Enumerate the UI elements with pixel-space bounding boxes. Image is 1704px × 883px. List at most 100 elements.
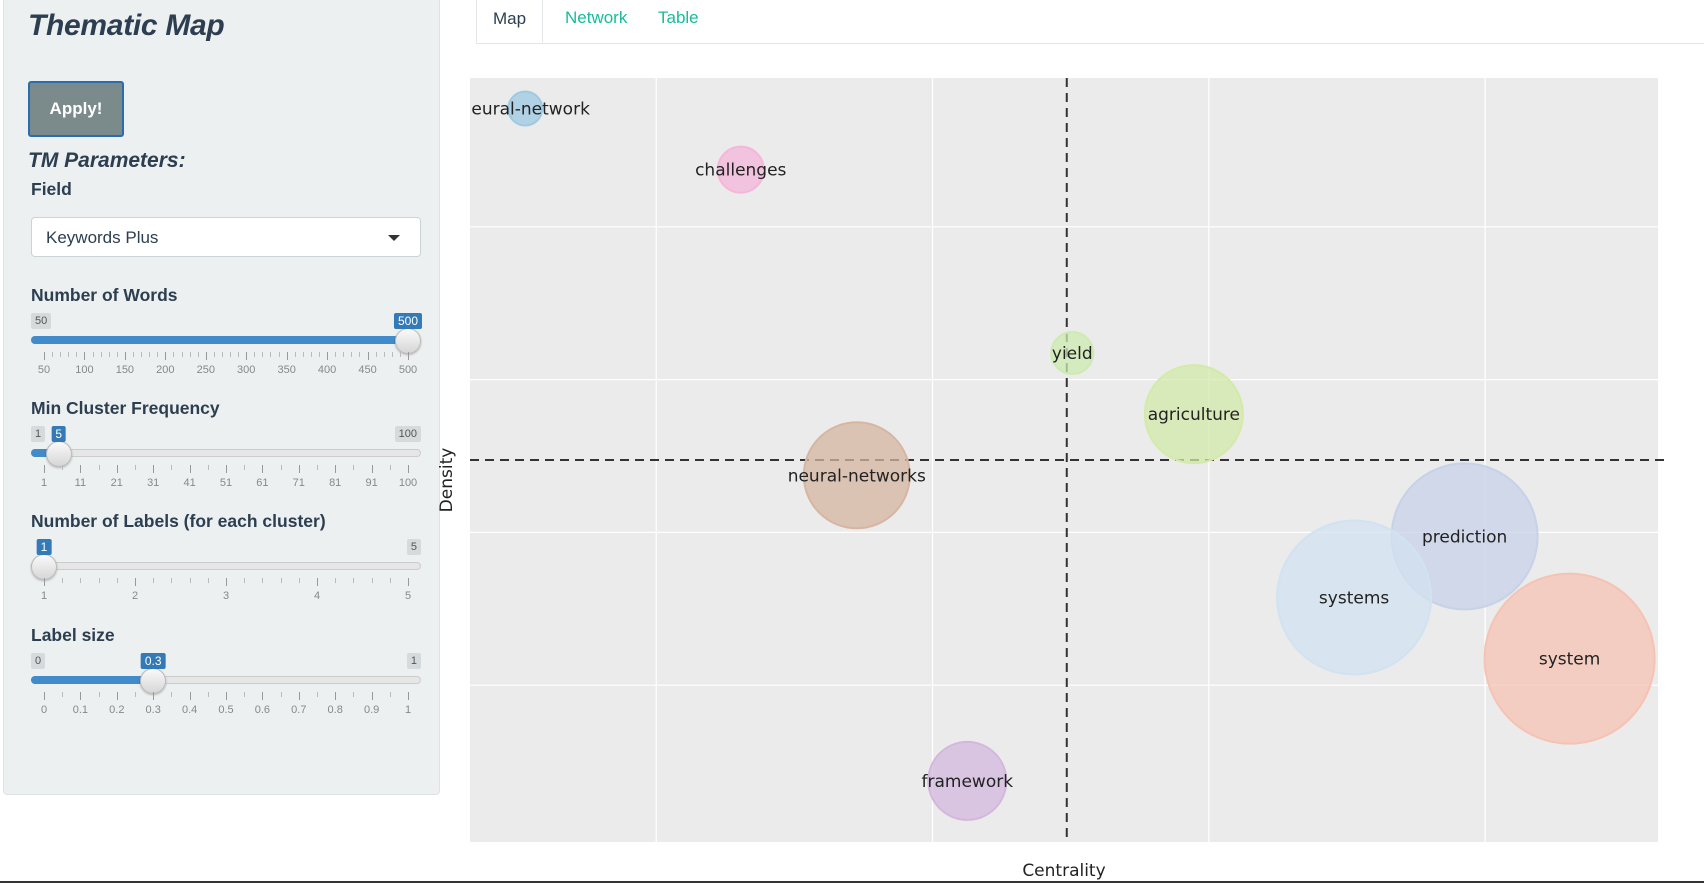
slider-tick-label: 31	[147, 477, 160, 489]
slider-fill	[31, 449, 59, 457]
slider-tick-label: 2	[131, 590, 139, 602]
slider-tick	[408, 352, 409, 360]
slider-label-label-size: Label size	[31, 625, 115, 645]
slider-minor-tick	[68, 352, 70, 357]
slider-max-label: 1	[406, 653, 421, 669]
slider-ticks: 0 0.1 0.2 0.3 0.4 0.5 0.6 0.7 0.8 0.9 1	[31, 692, 421, 716]
slider-minor-tick	[317, 692, 318, 697]
slider-tick-label: 0.6	[254, 704, 271, 716]
slider-handle[interactable]	[31, 554, 57, 580]
slider-track[interactable]	[31, 562, 421, 570]
slider-tick	[165, 352, 167, 360]
slider-tick	[44, 352, 45, 360]
slider-tick-label: 400	[317, 364, 337, 376]
divider	[0, 881, 1704, 883]
slider-tick	[226, 692, 227, 700]
cluster-bubble	[1050, 331, 1095, 376]
slider-minor-tick	[298, 578, 300, 583]
slider-minor-tick	[399, 352, 401, 357]
slider-minor-tick	[270, 352, 272, 357]
slider-tick	[298, 692, 300, 700]
slider-minor-tick	[262, 352, 264, 357]
slider-tick-label: 0	[40, 704, 48, 716]
slider-tick	[44, 578, 45, 586]
slider-min-cluster-frequency[interactable]: 1 100 5 1 11 21 31 41 51 61 71 81 91 100	[31, 426, 421, 526]
tab-table[interactable]: Table	[658, 8, 699, 27]
slider-tick-label: 0.3	[145, 704, 161, 716]
cluster-label: prediction	[1422, 527, 1507, 547]
slider-minor-tick	[62, 692, 64, 697]
slider-tick	[408, 465, 409, 473]
slider-tick-label: 91	[365, 477, 378, 489]
slider-minor-tick	[353, 578, 355, 583]
slider-tick	[371, 692, 373, 700]
apply-button[interactable]: Apply!	[28, 81, 124, 137]
slider-tick	[262, 692, 264, 700]
slider-minor-tick	[383, 352, 385, 357]
slider-handle[interactable]	[395, 328, 421, 354]
slider-tick	[153, 465, 155, 473]
slider-tick-label: 0.8	[327, 704, 343, 716]
slider-tick-label: 50	[37, 364, 51, 376]
slider-max-label: 5	[406, 539, 421, 555]
slider-minor-tick	[100, 352, 102, 357]
slider-minor-tick	[181, 352, 183, 357]
slider-min-label: 1	[31, 426, 46, 442]
cluster-label: agriculture	[1148, 405, 1240, 425]
slider-minor-tick	[371, 578, 373, 583]
slider-minor-tick	[244, 578, 246, 583]
field-select-value: Keywords Plus	[46, 228, 159, 247]
field-select[interactable]: Keywords Plus	[31, 217, 421, 257]
slider-minor-tick	[391, 352, 393, 357]
cluster-label: yield	[1052, 344, 1093, 364]
slider-tick	[408, 578, 409, 586]
slider-tick-label: 5	[404, 590, 412, 602]
slider-tick	[371, 465, 373, 473]
slider-max-label: 100	[394, 426, 421, 442]
slider-minor-tick	[92, 352, 94, 357]
slider-minor-tick	[302, 352, 304, 357]
slider-label-size[interactable]: 0 1 0.3 0 0.1 0.2 0.3 0.4 0.5 0.6 0.7 0.8 0.9 1	[31, 653, 421, 753]
slider-minor-tick	[98, 578, 100, 583]
slider-tick	[189, 465, 191, 473]
slider-number-of-words[interactable]: 5050050050100150200250300350400450500	[31, 313, 423, 413]
slider-minor-tick	[98, 465, 100, 470]
slider-tick	[205, 352, 207, 360]
slider-minor-tick	[319, 352, 321, 357]
slider-minor-tick	[116, 352, 118, 357]
slider-tick-label: 0.4	[181, 704, 198, 716]
slider-minor-tick	[278, 352, 280, 357]
slider-tick-label: 250	[196, 364, 215, 376]
slider-minor-tick	[157, 352, 159, 357]
slider-tick	[335, 465, 337, 473]
cluster-bubble	[1143, 364, 1244, 465]
slider-value-badge: 500	[393, 313, 423, 329]
slider-tick	[246, 352, 248, 360]
slider-value-badge: 1	[36, 539, 52, 555]
slider-minor-tick	[221, 352, 223, 357]
slider-minor-tick	[76, 352, 78, 357]
cluster-label: challenges	[695, 161, 786, 181]
slider-minor-tick	[135, 692, 136, 697]
tab-map[interactable]: Map	[476, 0, 544, 43]
slider-number-of-labels[interactable]: 15112345	[31, 539, 421, 639]
sidebar-panel: Thematic Map Apply! TM Parameters: Field…	[3, 0, 440, 795]
slider-tick-label: 61	[256, 477, 269, 489]
slider-track[interactable]	[31, 449, 421, 457]
slider-minor-tick	[171, 578, 173, 583]
slider-tick-label: 350	[277, 364, 296, 376]
slider-handle[interactable]	[140, 668, 167, 694]
slider-tick	[262, 465, 264, 473]
slider-label-words: Number of Words	[31, 285, 178, 305]
cluster-label: systems	[1319, 589, 1389, 609]
tab-network[interactable]: Network	[565, 8, 628, 27]
cluster-label: neural-networks	[788, 466, 926, 486]
chevron-down-icon	[388, 235, 400, 241]
tab-bar: Map Network Table	[476, 0, 1704, 44]
slider-handle[interactable]	[45, 441, 72, 467]
slider-minor-tick	[343, 352, 345, 357]
slider-tick-label: 81	[329, 477, 342, 489]
slider-tick-label: 200	[156, 364, 175, 376]
field-label: Field	[31, 179, 72, 199]
slider-minor-tick	[207, 578, 209, 583]
